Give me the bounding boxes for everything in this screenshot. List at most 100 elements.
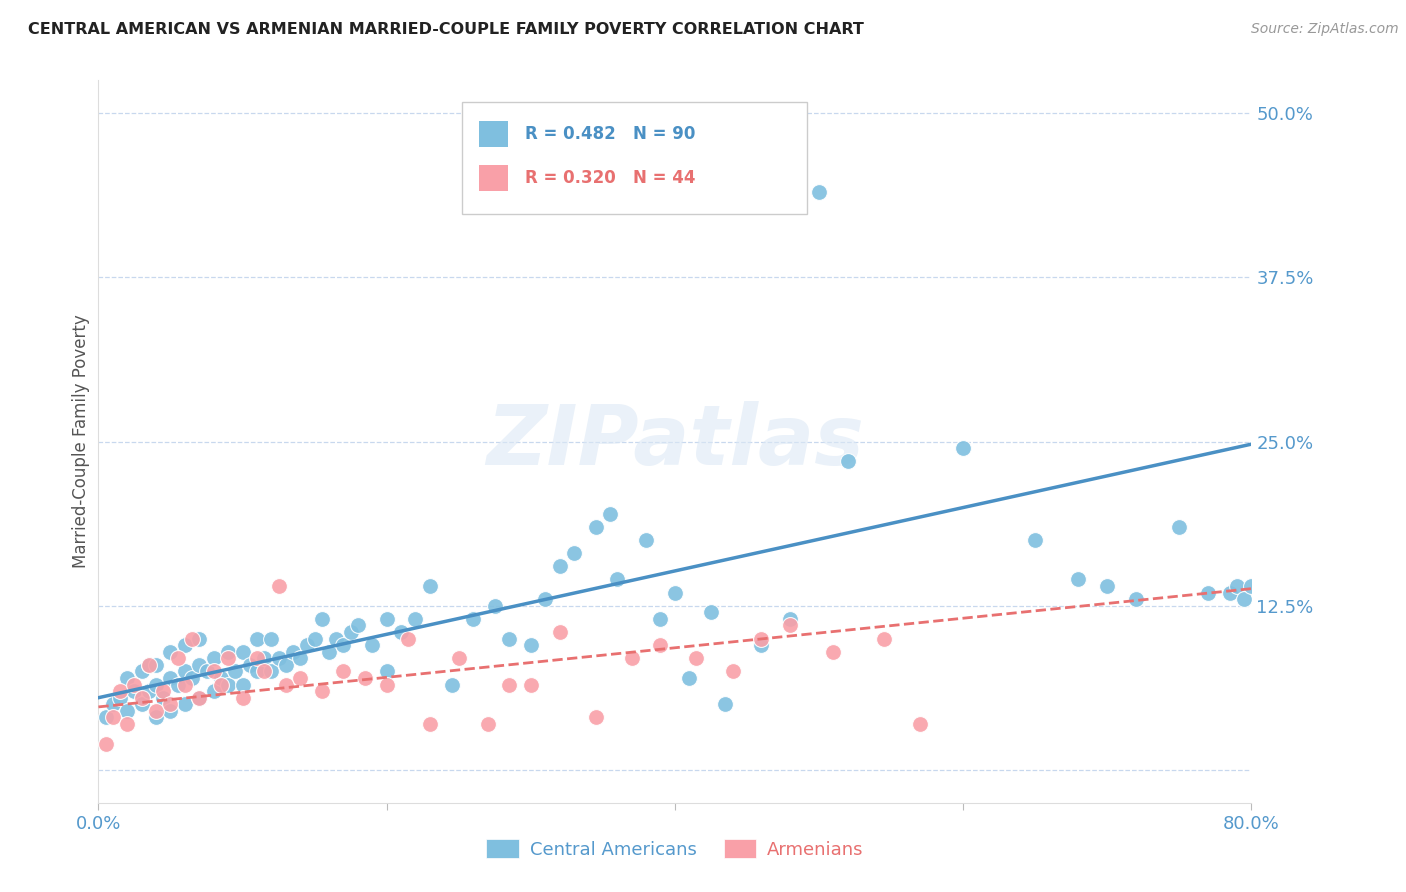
Point bbox=[823, 645, 845, 659]
Point bbox=[779, 612, 801, 626]
Point bbox=[520, 677, 543, 691]
Point bbox=[1024, 533, 1046, 547]
Point bbox=[152, 684, 174, 698]
Point bbox=[297, 638, 319, 652]
Point bbox=[484, 599, 506, 613]
Point bbox=[159, 645, 181, 659]
Point bbox=[1097, 579, 1119, 593]
Point bbox=[209, 671, 232, 685]
Point bbox=[217, 677, 239, 691]
Point bbox=[239, 657, 262, 672]
Point bbox=[108, 684, 131, 698]
Point bbox=[332, 638, 354, 652]
Point bbox=[1233, 592, 1256, 607]
Point bbox=[117, 704, 139, 718]
Point bbox=[354, 671, 377, 685]
Point bbox=[253, 665, 276, 679]
Point bbox=[396, 632, 419, 646]
Point bbox=[325, 632, 347, 646]
Point bbox=[108, 690, 131, 705]
Point bbox=[952, 441, 974, 455]
Point bbox=[606, 573, 628, 587]
Point bbox=[138, 657, 160, 672]
Point bbox=[281, 645, 304, 659]
Point bbox=[548, 625, 571, 640]
Point bbox=[124, 677, 146, 691]
Point bbox=[1168, 520, 1191, 534]
Point bbox=[311, 684, 333, 698]
Point bbox=[1240, 579, 1263, 593]
Point bbox=[311, 612, 333, 626]
Point bbox=[419, 579, 441, 593]
Point bbox=[664, 585, 686, 599]
Point bbox=[94, 737, 117, 751]
Point bbox=[562, 546, 585, 560]
Point bbox=[231, 677, 254, 691]
Point bbox=[246, 665, 269, 679]
Point bbox=[174, 698, 197, 712]
Point bbox=[650, 638, 672, 652]
Point bbox=[650, 612, 672, 626]
Point bbox=[224, 665, 246, 679]
Point bbox=[246, 651, 269, 665]
Point bbox=[585, 710, 607, 724]
Point bbox=[159, 704, 181, 718]
Point bbox=[138, 684, 160, 698]
Point bbox=[131, 690, 153, 705]
Point bbox=[837, 454, 859, 468]
Point bbox=[477, 717, 499, 731]
FancyBboxPatch shape bbox=[461, 102, 807, 214]
Point bbox=[346, 618, 368, 632]
Point bbox=[174, 638, 197, 652]
Point bbox=[188, 632, 211, 646]
Point bbox=[101, 698, 124, 712]
Point bbox=[131, 665, 153, 679]
Point bbox=[361, 638, 384, 652]
Point bbox=[290, 651, 312, 665]
Point bbox=[145, 704, 167, 718]
Point bbox=[101, 710, 124, 724]
Point bbox=[1219, 585, 1241, 599]
Text: Source: ZipAtlas.com: Source: ZipAtlas.com bbox=[1251, 22, 1399, 37]
Point bbox=[779, 618, 801, 632]
FancyBboxPatch shape bbox=[479, 165, 508, 191]
FancyBboxPatch shape bbox=[479, 121, 508, 147]
Point bbox=[181, 632, 204, 646]
Point bbox=[339, 625, 361, 640]
Point bbox=[1226, 579, 1249, 593]
Point bbox=[217, 645, 239, 659]
Point bbox=[260, 632, 283, 646]
Point bbox=[585, 520, 607, 534]
Point bbox=[908, 717, 931, 731]
Point bbox=[700, 605, 723, 619]
Point bbox=[117, 717, 139, 731]
Point bbox=[195, 665, 218, 679]
Point bbox=[534, 592, 557, 607]
Point bbox=[389, 625, 412, 640]
Point bbox=[152, 690, 174, 705]
Text: ZIPatlas: ZIPatlas bbox=[486, 401, 863, 482]
Point bbox=[304, 632, 326, 646]
Point bbox=[145, 657, 167, 672]
Point bbox=[202, 684, 225, 698]
Point bbox=[253, 651, 276, 665]
Point bbox=[678, 671, 700, 685]
Point bbox=[1197, 585, 1219, 599]
Point bbox=[873, 632, 896, 646]
Text: R = 0.320   N = 44: R = 0.320 N = 44 bbox=[524, 169, 696, 186]
Point bbox=[548, 559, 571, 574]
Point bbox=[124, 684, 146, 698]
Point bbox=[231, 690, 254, 705]
Point bbox=[174, 665, 197, 679]
Point bbox=[620, 651, 643, 665]
Point bbox=[685, 651, 707, 665]
Point bbox=[332, 665, 354, 679]
Point bbox=[721, 665, 744, 679]
Point bbox=[138, 657, 160, 672]
Point bbox=[181, 671, 204, 685]
Point bbox=[231, 645, 254, 659]
Point bbox=[174, 677, 197, 691]
Point bbox=[405, 612, 427, 626]
Point bbox=[188, 657, 211, 672]
Point bbox=[419, 717, 441, 731]
